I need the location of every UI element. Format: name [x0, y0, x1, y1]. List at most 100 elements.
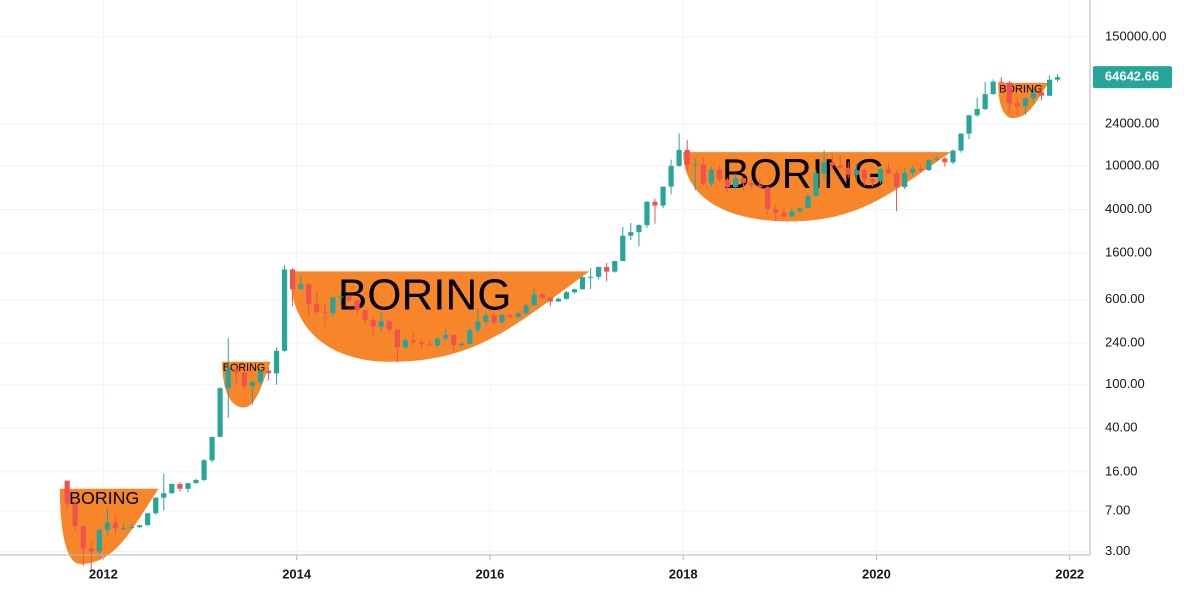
candle-body — [813, 173, 819, 196]
candle-body — [1006, 82, 1012, 104]
candle-body — [523, 305, 529, 314]
candle-body — [298, 284, 304, 289]
candle-body — [201, 460, 207, 480]
candle-body — [346, 296, 352, 301]
candle-body — [515, 313, 521, 318]
candle-body — [1047, 79, 1053, 96]
candle-body — [724, 179, 731, 188]
candle-body — [676, 149, 682, 166]
candle-body — [620, 235, 626, 262]
last-price-label: 64642.66 — [1105, 69, 1159, 84]
candle-body — [137, 525, 143, 528]
candle-body — [322, 312, 328, 314]
candle-body — [902, 172, 908, 188]
candle-body — [499, 314, 505, 323]
y-tick-label: 4000.00 — [1105, 201, 1152, 216]
boring-zone — [289, 271, 590, 362]
candle-body — [281, 269, 288, 351]
candle-body — [555, 298, 561, 302]
candle-body — [394, 329, 400, 348]
candle-body — [273, 350, 280, 374]
candle-body — [410, 340, 416, 343]
candle-body — [829, 162, 835, 166]
candle-body — [885, 169, 892, 174]
candle-body — [402, 340, 408, 348]
candle-body — [805, 195, 811, 209]
candle-body — [1014, 103, 1020, 107]
candle-body — [330, 297, 336, 314]
candle-body — [306, 284, 312, 304]
y-tick-label: 150000.00 — [1105, 29, 1166, 44]
candle-body — [644, 201, 650, 226]
candle-body — [418, 342, 425, 345]
candle-body — [563, 292, 570, 299]
annotation-label: BORING — [223, 362, 265, 374]
candle-body — [459, 343, 465, 346]
last-price-box — [1093, 66, 1172, 89]
candle-body — [145, 513, 151, 526]
candle-body — [483, 315, 489, 322]
candle-body — [467, 330, 473, 344]
candle-body — [974, 108, 980, 116]
candle-body — [112, 522, 119, 529]
candle-body — [539, 294, 545, 298]
candle-body — [153, 497, 159, 514]
candle-body — [765, 187, 771, 209]
candle-body — [579, 277, 586, 290]
candle-body — [877, 169, 884, 182]
candle-body — [378, 321, 384, 327]
candle-body — [507, 314, 513, 318]
candle-body — [942, 158, 948, 163]
candle-body — [660, 186, 666, 206]
y-tick-label: 1600.00 — [1105, 244, 1152, 259]
candle-body — [966, 115, 972, 134]
candle-body — [869, 179, 875, 182]
candle-body — [531, 294, 537, 306]
candle-body — [491, 315, 497, 323]
candle-body — [241, 372, 247, 387]
candle-body — [177, 483, 183, 489]
candle-body — [684, 149, 690, 165]
candles — [64, 74, 1061, 571]
x-tick-label: 2012 — [89, 566, 118, 581]
x-tick-label: 2022 — [1055, 566, 1084, 581]
candle-body — [740, 178, 747, 183]
candle-body — [249, 381, 256, 387]
x-tick-label: 2016 — [475, 566, 504, 581]
candle-body — [748, 182, 755, 186]
annotation-label: BORING — [69, 488, 139, 508]
candle-body — [451, 334, 457, 346]
candle-body — [314, 303, 320, 313]
candle-body — [434, 338, 441, 346]
candle-body — [233, 369, 239, 373]
candle-body — [652, 201, 658, 206]
x-tick-label: 2020 — [862, 566, 891, 581]
y-tick-label: 24000.00 — [1105, 116, 1159, 131]
candle-body — [426, 344, 433, 346]
x-tick-label: 2018 — [669, 566, 698, 581]
candle-body — [982, 94, 988, 109]
candle-body — [547, 297, 553, 302]
candle-body — [475, 321, 481, 331]
annotation-label: BORING — [722, 150, 886, 197]
y-tick-label: 10000.00 — [1105, 157, 1159, 172]
candle-body — [209, 436, 215, 461]
y-tick-label: 100.00 — [1105, 376, 1145, 391]
candle-body — [789, 211, 795, 217]
candle-body — [96, 530, 102, 552]
candle-body — [257, 370, 264, 382]
candle-body — [934, 158, 940, 160]
candle-body — [990, 81, 996, 95]
candle-body — [443, 334, 449, 339]
candle-body — [596, 267, 602, 277]
candle-body — [998, 81, 1004, 83]
candle-body — [80, 526, 86, 549]
candle-body — [636, 225, 642, 233]
candle-body — [161, 493, 167, 498]
candle-body — [668, 165, 674, 187]
candle-body — [757, 185, 763, 188]
candle-body — [732, 178, 739, 188]
candle-body — [1022, 98, 1029, 107]
y-tick-label: 7.00 — [1105, 503, 1130, 518]
